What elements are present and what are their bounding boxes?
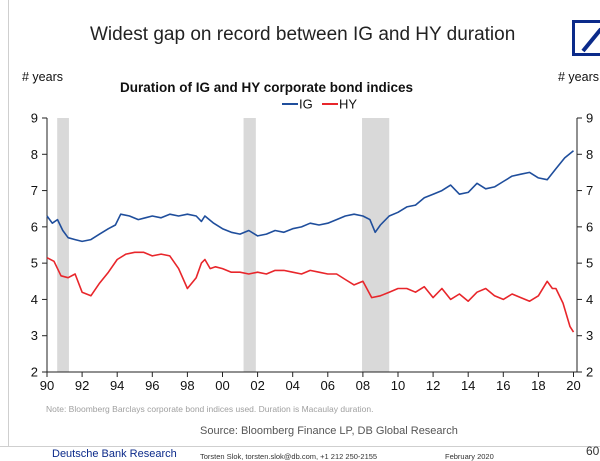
y-tick-label-left: 4 <box>31 292 38 307</box>
recession-band-1 <box>243 118 256 372</box>
series-line-hy <box>46 251 575 333</box>
x-tick-label: 10 <box>391 378 405 393</box>
legend-label-ig: IG <box>299 97 313 112</box>
y-tick-label-right: 5 <box>586 256 593 271</box>
x-tick-label: 00 <box>215 378 229 393</box>
y-tick-label-left: 3 <box>31 328 38 343</box>
deutsche-bank-logo <box>572 20 600 56</box>
x-tick-label: 14 <box>461 378 475 393</box>
y-tick-label-left: 9 <box>31 111 38 126</box>
y-axis-label-left: # years <box>22 70 63 84</box>
y-tick-label-left: 8 <box>31 147 38 162</box>
chart-note: Note: Bloomberg Barclays corporate bond … <box>46 404 374 414</box>
footer-divider <box>0 446 600 461</box>
x-tick-label: 08 <box>356 378 370 393</box>
x-tick-label: 96 <box>145 378 159 393</box>
y-tick-label-left: 6 <box>31 219 38 234</box>
x-tick-label: 98 <box>180 378 194 393</box>
y-tick-label-right: 6 <box>586 219 593 234</box>
x-tick-label: 12 <box>426 378 440 393</box>
footer-brand: Deutsche Bank Research <box>52 448 177 460</box>
x-tick-label: 04 <box>285 378 299 393</box>
x-tick-label: 92 <box>75 378 89 393</box>
chart-source: Source: Bloomberg Finance LP, DB Global … <box>200 425 458 437</box>
series-line-ig <box>46 150 575 243</box>
y-tick-label-right: 7 <box>586 183 593 198</box>
legend-label-hy: HY <box>339 97 357 112</box>
page-border <box>8 0 9 446</box>
recession-band-0 <box>57 118 69 372</box>
y-tick-label-right: 9 <box>586 111 593 126</box>
x-tick-label: 20 <box>566 378 580 393</box>
y-tick-label-left: 7 <box>31 183 38 198</box>
slide-title: Widest gap on record between IG and HY d… <box>90 24 516 45</box>
x-tick-label: 06 <box>321 378 335 393</box>
footer-contact: Torsten Slok, torsten.slok@db.com, +1 21… <box>200 452 378 461</box>
y-axis-label-right: # years <box>558 70 599 84</box>
y-tick-label-left: 5 <box>31 256 38 271</box>
y-tick-label-right: 2 <box>586 365 593 380</box>
y-tick-label-right: 3 <box>586 328 593 343</box>
x-tick-label: 94 <box>110 378 124 393</box>
y-tick-label-left: 2 <box>31 365 38 380</box>
chart-title: Duration of IG and HY corporate bond ind… <box>120 80 414 95</box>
x-tick-label: 90 <box>40 378 54 393</box>
duration-chart: 2 2 3 3 4 4 5 5 6 6 7 7 8 8 9 9 90 92 94 96 98 00 02 04 06 08 10 12… <box>31 97 593 394</box>
x-tick-label: 02 <box>250 378 264 393</box>
x-tick-label: 16 <box>496 378 510 393</box>
y-tick-label-right: 4 <box>586 292 593 307</box>
x-tick-label: 18 <box>531 378 545 393</box>
y-tick-label-right: 8 <box>586 147 593 162</box>
footer-date: February 2020 <box>445 452 494 461</box>
recession-band-2 <box>362 118 390 372</box>
page-number: 60 <box>586 444 600 458</box>
